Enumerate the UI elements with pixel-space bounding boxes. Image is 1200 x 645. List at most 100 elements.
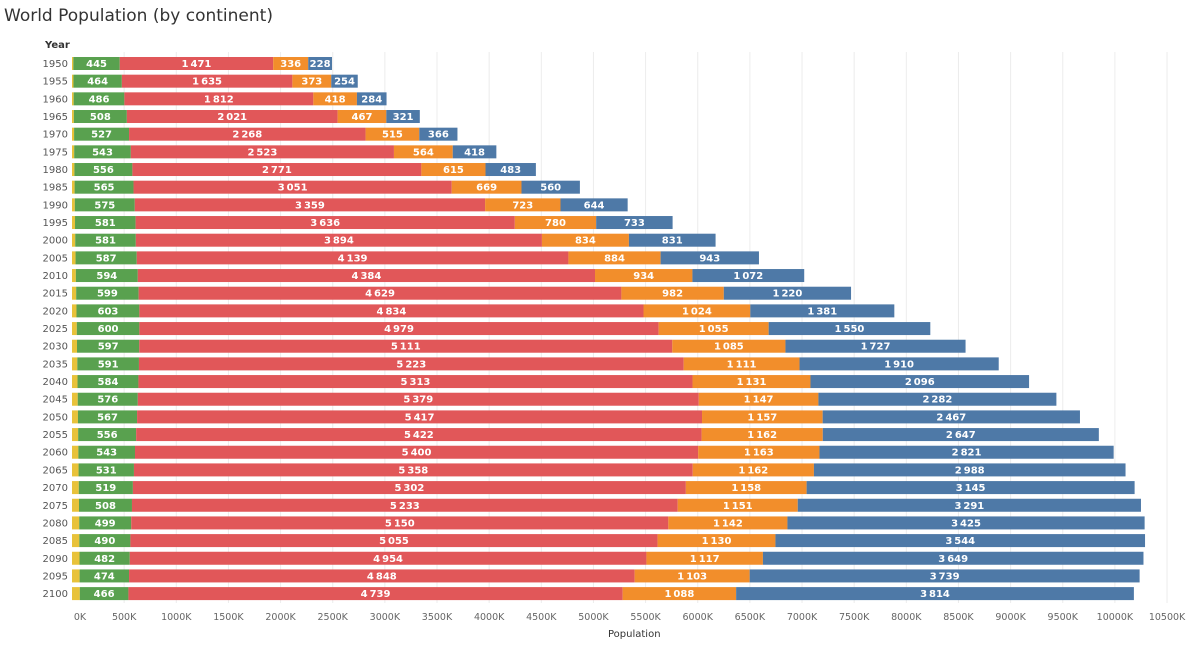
data-label: 486: [89, 94, 110, 105]
x-tick-label: 4500K: [526, 612, 557, 623]
data-label: 594: [96, 271, 117, 282]
bar-segment-asia: [138, 375, 693, 389]
y-tick-label: 1970: [43, 130, 68, 141]
y-tick-label: 2095: [43, 571, 68, 582]
data-label: 1 055: [699, 324, 729, 335]
data-label: 531: [96, 465, 117, 476]
bar-segment-americas: [657, 534, 776, 548]
data-label: 2 523: [247, 147, 277, 158]
data-label: 4 739: [361, 589, 391, 600]
data-label: 3 425: [951, 518, 981, 529]
bar-segment-asia: [129, 569, 635, 583]
y-tick-label: 2030: [43, 342, 68, 353]
bar-segment-africa: [762, 551, 1144, 565]
bar-segment-asia: [132, 481, 686, 495]
bar-segment-oceania: [72, 233, 76, 247]
bar-segment-oceania: [72, 92, 74, 106]
data-label: 4 384: [351, 271, 381, 282]
data-label: 1 220: [773, 289, 803, 300]
x-tick-label: 5000K: [578, 612, 609, 623]
y-tick-label: 2005: [43, 253, 68, 264]
data-label: 5 422: [404, 430, 434, 441]
bar-segment-europe: [73, 92, 125, 106]
data-label: 5 233: [390, 501, 420, 512]
bar-segment-oceania: [72, 286, 77, 300]
data-label: 1 162: [747, 430, 777, 441]
bar-segment-asia: [119, 57, 274, 70]
x-tick-label: 2000K: [265, 612, 296, 623]
bar-segment-europe: [74, 127, 130, 141]
data-label: 3 145: [956, 483, 986, 494]
data-label: 1 117: [690, 554, 720, 565]
data-label: 603: [97, 306, 118, 317]
bar-segment-europe: [77, 375, 139, 389]
bar-segment-asia: [131, 498, 678, 512]
bar-segment-oceania: [72, 57, 74, 70]
bar-segment-asia: [134, 445, 699, 459]
data-label: 3 894: [324, 236, 354, 247]
bar-segment-africa: [692, 269, 805, 283]
data-label: 669: [476, 183, 497, 194]
data-label: 597: [98, 342, 119, 353]
bar-segment-asia: [139, 322, 659, 336]
bar-segment-oceania: [72, 569, 80, 583]
bar-segment-americas: [421, 163, 486, 177]
bar-segment-africa: [750, 304, 895, 318]
bar-segment-americas: [702, 410, 823, 424]
bar-segment-asia: [135, 216, 515, 230]
bar-segment-americas: [692, 375, 811, 389]
data-label: 519: [95, 483, 116, 494]
bar-segment-asia: [130, 534, 658, 548]
data-label: 515: [382, 130, 403, 141]
data-label: 615: [443, 165, 464, 176]
y-tick-label: 1960: [43, 94, 68, 105]
data-label: 482: [94, 554, 115, 565]
bar-segment-americas: [622, 587, 737, 601]
bar-segment-oceania: [72, 163, 75, 177]
data-label: 1 550: [835, 324, 865, 335]
bar-segment-americas: [292, 74, 332, 88]
data-label: 1 162: [738, 465, 768, 476]
data-label: 3 544: [945, 536, 975, 547]
bar-segment-oceania: [72, 304, 77, 318]
chart-title: World Population (by continent): [4, 6, 273, 26]
bar-segment-europe: [77, 410, 138, 424]
bar-segment-americas: [692, 463, 814, 477]
bar-segment-americas: [668, 516, 788, 530]
data-label: 831: [662, 236, 683, 247]
data-label: 556: [97, 430, 118, 441]
y-tick-label: 2010: [43, 271, 68, 282]
data-label: 3 359: [295, 200, 325, 211]
data-label: 599: [97, 289, 118, 300]
bar-segment-europe: [75, 269, 138, 283]
data-label: 474: [94, 571, 115, 582]
bar-segment-americas: [685, 481, 807, 495]
data-label: 1 131: [737, 377, 767, 388]
y-tick-label: 2040: [43, 377, 68, 388]
data-label: 543: [92, 147, 113, 158]
bar-segment-africa: [819, 445, 1114, 459]
x-tick-label: 7000K: [787, 612, 818, 623]
data-label: 1 072: [733, 271, 763, 282]
data-label: 2 821: [952, 448, 982, 459]
bar-segment-oceania: [72, 551, 80, 565]
bar-segment-americas: [568, 251, 661, 265]
bar-segment-asia: [128, 587, 623, 601]
data-label: 4 954: [373, 554, 403, 565]
data-label: 3 291: [954, 501, 984, 512]
data-label: 2 771: [262, 165, 292, 176]
bar-segment-oceania: [72, 534, 80, 548]
bar-segment-oceania: [72, 127, 75, 141]
bar-segment-africa: [822, 428, 1099, 442]
data-label: 1 812: [204, 94, 234, 105]
bar-segment-asia: [131, 516, 669, 530]
x-tick-label: 1500K: [213, 612, 244, 623]
data-label: 884: [604, 253, 625, 264]
x-axis-title: Population: [608, 629, 661, 640]
bar-segment-asia: [137, 410, 703, 424]
data-label: 508: [95, 501, 116, 512]
x-tick-label: 10500K: [1149, 612, 1186, 623]
bar-segment-oceania: [72, 110, 74, 124]
bar-segment-africa: [560, 198, 628, 212]
